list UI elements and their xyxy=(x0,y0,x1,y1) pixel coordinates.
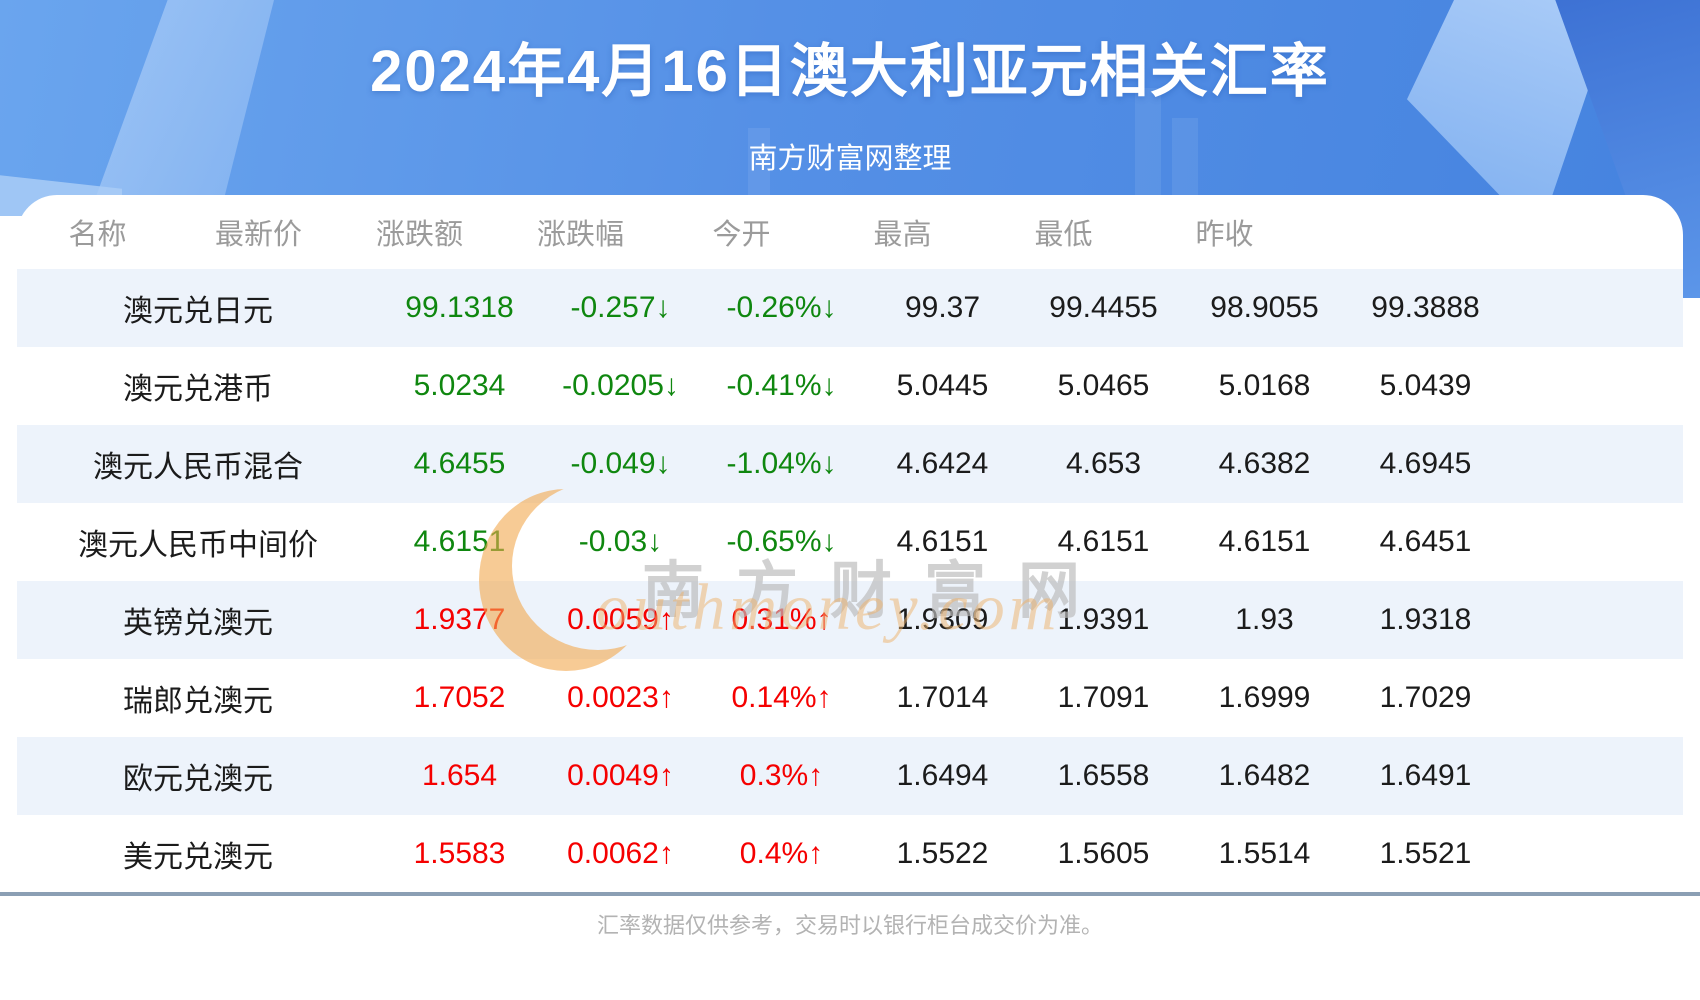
cell-open: 4.6424 xyxy=(896,447,989,480)
footer-disclaimer: 汇率数据仅供参考，交易时以银行柜台成交价为准。 xyxy=(596,913,1103,938)
column-header: 今开 xyxy=(712,219,771,251)
rates-card: 名称 最新价 涨跌额 涨跌幅 今开 最高 最低 昨收 澳元兑日元 99.1318 -0.257… xyxy=(17,195,1683,1000)
banner-ghost-bar xyxy=(1135,88,1161,198)
cell-low: 4.6151 xyxy=(1218,525,1311,558)
cell-name: 澳元人民币中间价 xyxy=(78,529,318,562)
cell-low: 1.93 xyxy=(1235,603,1294,636)
cell-change-pct: -0.41%↓ xyxy=(726,369,837,402)
cell-prev-close: 99.3888 xyxy=(1371,291,1480,324)
column-header: 名称 xyxy=(68,219,127,251)
cell-last-price: 4.6151 xyxy=(413,525,506,558)
footer-divider xyxy=(0,892,1700,896)
table-row: 澳元人民币混合 4.6455 -0.049↓ -1.04%↓ 4.6424 4.… xyxy=(17,425,1683,503)
cell-open: 99.37 xyxy=(904,291,981,324)
cell-open: 1.5522 xyxy=(896,837,989,870)
table-body: 澳元兑日元 99.1318 -0.257↓ -0.26%↓ 99.37 99.4… xyxy=(17,269,1683,893)
cell-last-price: 99.1318 xyxy=(405,291,514,324)
cell-high: 1.9391 xyxy=(1057,603,1150,636)
cell-change: -0.257↓ xyxy=(570,291,671,324)
cell-prev-close: 1.7029 xyxy=(1379,681,1472,714)
cell-high: 5.0465 xyxy=(1057,369,1150,402)
cell-last-price: 1.9377 xyxy=(413,603,506,636)
column-header: 涨跌额 xyxy=(375,219,463,251)
cell-name: 澳元人民币混合 xyxy=(93,451,303,484)
page-banner: 2024年4月16日澳大利亚元相关汇率 南方财富网整理 xyxy=(0,0,1700,302)
cell-change-pct: 0.31%↑ xyxy=(731,603,832,636)
cell-high: 99.4455 xyxy=(1049,291,1158,324)
column-header: 最高 xyxy=(873,219,932,251)
cell-change-pct: -0.26%↓ xyxy=(726,291,837,324)
cell-name: 英镑兑澳元 xyxy=(123,607,273,640)
cell-change-pct: 0.3%↑ xyxy=(739,759,824,792)
page-subtitle: 南方财富网整理 xyxy=(748,143,952,175)
cell-prev-close: 1.9318 xyxy=(1379,603,1472,636)
cell-change-pct: -0.65%↓ xyxy=(726,525,837,558)
table-row: 澳元兑港币 5.0234 -0.0205↓ -0.41%↓ 5.0445 5.0… xyxy=(17,347,1683,425)
cell-name: 瑞郎兑澳元 xyxy=(123,685,273,718)
cell-change: 0.0059↑ xyxy=(567,603,674,636)
cell-name: 澳元兑日元 xyxy=(123,295,273,328)
cell-last-price: 1.7052 xyxy=(413,681,506,714)
table-header-row: 名称 最新价 涨跌额 涨跌幅 今开 最高 最低 昨收 xyxy=(17,195,1683,269)
cell-open: 1.6494 xyxy=(896,759,989,792)
banner-ghost-bar xyxy=(748,128,770,198)
column-header: 昨收 xyxy=(1195,219,1254,251)
cell-name: 澳元兑港币 xyxy=(123,373,273,406)
cell-last-price: 1.5583 xyxy=(413,837,506,870)
column-header: 最新价 xyxy=(214,219,302,251)
cell-low: 1.5514 xyxy=(1218,837,1311,870)
cell-high: 4.653 xyxy=(1065,447,1142,480)
cell-prev-close: 1.6491 xyxy=(1379,759,1472,792)
cell-low: 98.9055 xyxy=(1210,291,1319,324)
table-row: 欧元兑澳元 1.654 0.0049↑ 0.3%↑ 1.6494 1.6558 … xyxy=(17,737,1683,815)
cell-change: 0.0049↑ xyxy=(567,759,674,792)
cell-high: 1.6558 xyxy=(1057,759,1150,792)
cell-change-pct: 0.4%↑ xyxy=(739,837,824,870)
cell-prev-close: 1.5521 xyxy=(1379,837,1472,870)
table-row: 英镑兑澳元 1.9377 0.0059↑ 0.31%↑ 1.9309 1.939… xyxy=(17,581,1683,659)
cell-low: 5.0168 xyxy=(1218,369,1311,402)
cell-open: 4.6151 xyxy=(896,525,989,558)
cell-change-pct: -1.04%↓ xyxy=(726,447,837,480)
cell-low: 4.6382 xyxy=(1218,447,1311,480)
cell-change: -0.03↓ xyxy=(578,525,663,558)
cell-high: 1.7091 xyxy=(1057,681,1150,714)
cell-name: 欧元兑澳元 xyxy=(123,763,273,796)
table-row: 澳元兑日元 99.1318 -0.257↓ -0.26%↓ 99.37 99.4… xyxy=(17,269,1683,347)
cell-change: 0.0062↑ xyxy=(567,837,674,870)
cell-open: 1.7014 xyxy=(896,681,989,714)
table-row: 瑞郎兑澳元 1.7052 0.0023↑ 0.14%↑ 1.7014 1.709… xyxy=(17,659,1683,737)
cell-change: 0.0023↑ xyxy=(567,681,674,714)
cell-high: 4.6151 xyxy=(1057,525,1150,558)
cell-prev-close: 4.6945 xyxy=(1379,447,1472,480)
cell-change: -0.049↓ xyxy=(570,447,671,480)
banner-ghost-bar xyxy=(1172,118,1198,198)
column-header: 涨跌幅 xyxy=(536,219,624,251)
cell-open: 1.9309 xyxy=(896,603,989,636)
cell-last-price: 4.6455 xyxy=(413,447,506,480)
table-row: 澳元人民币中间价 4.6151 -0.03↓ -0.65%↓ 4.6151 4.… xyxy=(17,503,1683,581)
cell-last-price: 1.654 xyxy=(421,759,498,792)
column-header: 最低 xyxy=(1034,219,1093,251)
cell-low: 1.6482 xyxy=(1218,759,1311,792)
cell-change-pct: 0.14%↑ xyxy=(731,681,832,714)
cell-name: 美元兑澳元 xyxy=(123,841,273,874)
cell-change: -0.0205↓ xyxy=(562,369,679,402)
cell-last-price: 5.0234 xyxy=(413,369,506,402)
page-title: 2024年4月16日澳大利亚元相关汇率 xyxy=(370,39,1330,104)
cell-prev-close: 5.0439 xyxy=(1379,369,1472,402)
cell-prev-close: 4.6451 xyxy=(1379,525,1472,558)
cell-low: 1.6999 xyxy=(1218,681,1311,714)
cell-open: 5.0445 xyxy=(896,369,989,402)
table-row: 美元兑澳元 1.5583 0.0062↑ 0.4%↑ 1.5522 1.5605… xyxy=(17,815,1683,893)
cell-high: 1.5605 xyxy=(1057,837,1150,870)
